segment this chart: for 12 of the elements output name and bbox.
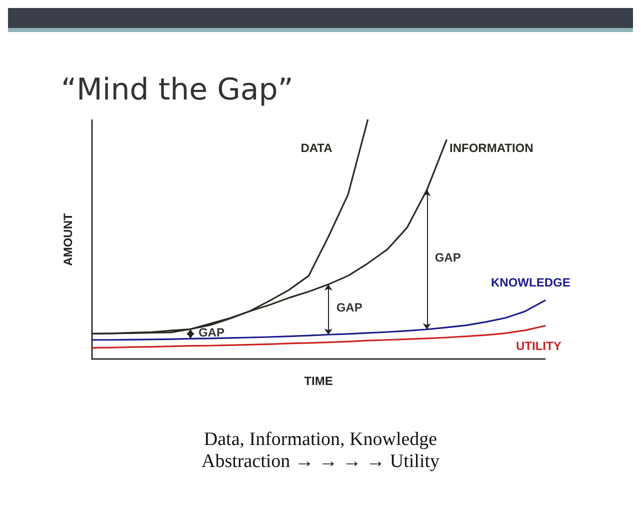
text: Abstraction → → → → Utility xyxy=(201,451,440,472)
y-axis-title: AMOUNT xyxy=(61,212,75,266)
series-label: UTILITY xyxy=(516,338,562,353)
chart-title: “Mind the Gap” xyxy=(61,72,294,108)
text: DATA xyxy=(300,141,333,155)
annotation: GAP xyxy=(336,300,362,315)
series-label: KNOWLEDGE xyxy=(491,275,570,290)
series-label: INFORMATION xyxy=(450,141,534,156)
annotation: GAP xyxy=(434,250,461,265)
annotation: GAP xyxy=(198,326,224,340)
text: Data, Information, Knowledge xyxy=(204,429,438,450)
x-axis-title: TIME xyxy=(304,374,333,388)
